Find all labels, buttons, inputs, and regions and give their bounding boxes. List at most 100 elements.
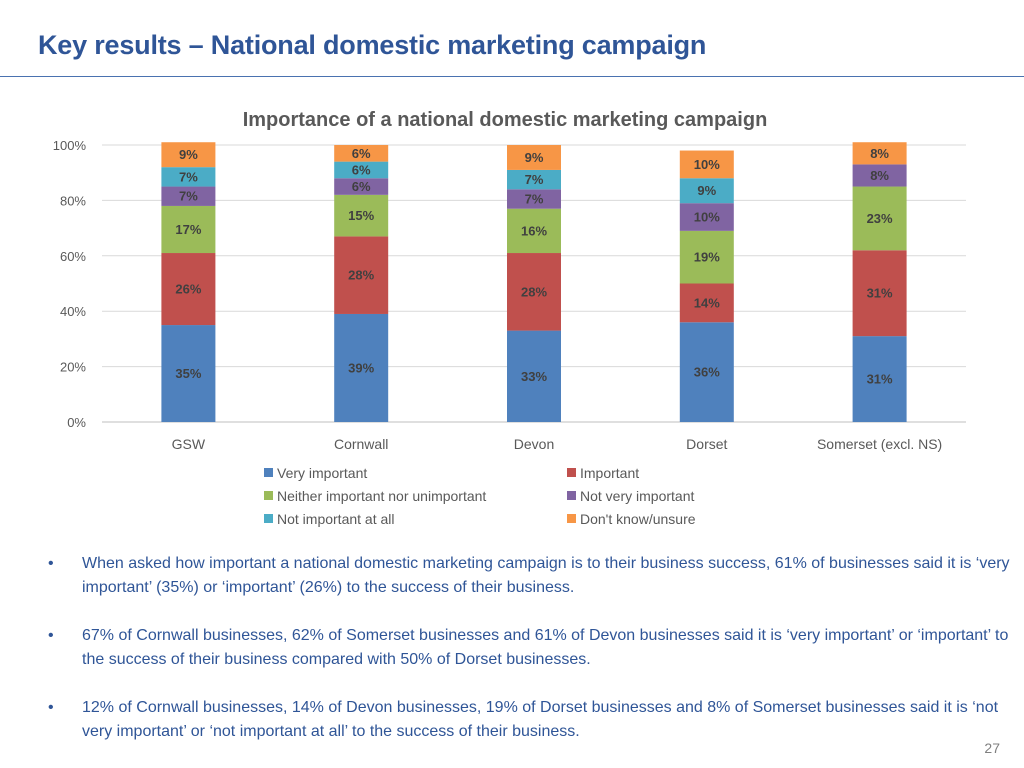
stacked-bar-chart: Importance of a national domestic market…: [53, 109, 966, 527]
bar-segment: [852, 336, 907, 422]
bars: [161, 142, 907, 422]
bar-segment: [507, 169, 561, 190]
legend-label: Important: [580, 465, 639, 481]
y-tick-label: 80%: [60, 193, 86, 208]
bar-segment: [334, 313, 389, 422]
y-tick-label: 60%: [60, 249, 86, 264]
data-label: 31%: [867, 286, 893, 301]
bullet-dot: •: [48, 699, 54, 716]
bar-segment: [507, 330, 561, 422]
legend-swatch: [264, 491, 273, 500]
data-label: 7%: [179, 169, 198, 184]
data-label: 8%: [870, 168, 889, 183]
bar-segment: [679, 203, 734, 231]
x-axis-tick-labels: GSW Cornwall Devon Dorset Somerset (excl. NS…: [172, 436, 943, 452]
y-tick-label: 0%: [67, 415, 86, 430]
bullet-item: • 67% of Cornwall businesses, 62% of Some…: [48, 624, 1018, 672]
data-label: 28%: [348, 268, 374, 283]
bar-segment: [161, 205, 216, 254]
chart-title: Importance of a national domestic market…: [243, 109, 768, 131]
y-axis-tick-labels: 0% 20% 40% 60% 80% 100%: [53, 138, 87, 430]
data-label: 15%: [348, 208, 374, 223]
x-tick-label: Devon: [514, 436, 554, 452]
bar-segment: [507, 208, 561, 254]
data-label: 16%: [521, 223, 547, 238]
data-label: 7%: [525, 192, 544, 207]
x-tick-label: GSW: [172, 436, 206, 452]
bullet-text: 12% of Cornwall businesses, 14% of Devon…: [82, 699, 999, 740]
data-label: 9%: [525, 150, 544, 165]
bar-segment: [679, 230, 734, 284]
bar-segment: [161, 186, 216, 206]
y-tick-label: 100%: [53, 138, 87, 153]
data-label: 8%: [870, 146, 889, 161]
data-label: 19%: [694, 250, 720, 265]
bar-segment: [852, 164, 907, 187]
bar-segment: [334, 161, 389, 179]
data-label: 6%: [352, 162, 371, 177]
bar-segment: [334, 145, 389, 162]
bullet-text: 67% of Cornwall businesses, 62% of Somer…: [82, 627, 1009, 668]
legend-swatch: [567, 491, 576, 500]
data-label: 9%: [179, 147, 198, 162]
data-label: 33%: [521, 369, 547, 384]
bar-segment: [161, 142, 216, 168]
bar-segment: [334, 194, 389, 237]
bullet-text: When asked how important a national dome…: [82, 555, 1010, 596]
x-tick-label: Dorset: [686, 436, 727, 452]
legend-label: Neither important nor unimportant: [277, 488, 486, 504]
bar-segment: [679, 150, 734, 179]
y-tick-label: 20%: [60, 360, 86, 375]
bullet-item: • When asked how important a national dom…: [48, 552, 1018, 600]
title-divider: [0, 76, 1024, 77]
bullet-dot: •: [48, 555, 54, 572]
data-label: 17%: [175, 222, 201, 237]
data-label: 36%: [694, 365, 720, 380]
bar-segment: [334, 236, 389, 314]
data-label: 39%: [348, 360, 374, 375]
bar-segment: [852, 250, 907, 337]
legend-label: Not important at all: [277, 511, 395, 527]
bullet-list: • When asked how important a national dom…: [48, 552, 1018, 768]
data-label: 10%: [694, 157, 720, 172]
legend-label: Not very important: [580, 488, 694, 504]
data-label: 6%: [352, 146, 371, 161]
legend-swatch: [567, 514, 576, 523]
legend-swatch: [264, 514, 273, 523]
data-label: 23%: [867, 211, 893, 226]
bar-segment: [852, 186, 907, 251]
bar-segment: [161, 253, 216, 326]
y-tick-label: 40%: [60, 304, 86, 319]
data-label: 7%: [525, 172, 544, 187]
legend-swatch: [264, 468, 273, 477]
data-labels: 35%26%17%7%7%9%39%28%15%6%6%6%33%28%16%7…: [175, 146, 893, 387]
legend: Very important Important Neither important…: [264, 465, 696, 527]
page-number: 27: [984, 740, 1000, 756]
bar-segment: [679, 178, 734, 204]
legend-swatch: [567, 468, 576, 477]
bar-segment: [507, 253, 561, 331]
data-label: 31%: [867, 372, 893, 387]
data-label: 7%: [179, 189, 198, 204]
bar-segment: [161, 167, 216, 187]
bar-segment: [507, 189, 561, 209]
data-label: 14%: [694, 295, 720, 310]
data-label: 28%: [521, 284, 547, 299]
bullet-item: • 12% of Cornwall businesses, 14% of Devo…: [48, 696, 1018, 744]
legend-label: Very important: [277, 465, 367, 481]
data-label: 9%: [697, 183, 716, 198]
data-label: 35%: [175, 366, 201, 381]
x-tick-label: Somerset (excl. NS): [817, 436, 942, 452]
x-tick-label: Cornwall: [334, 436, 388, 452]
data-label: 26%: [175, 282, 201, 297]
bar-segment: [334, 178, 389, 195]
bar-segment: [852, 142, 907, 165]
data-label: 10%: [694, 210, 720, 225]
bar-segment: [161, 325, 216, 422]
bullet-dot: •: [48, 627, 54, 644]
bar-segment: [507, 145, 561, 170]
slide-title: Key results – National domestic marketin…: [38, 30, 707, 60]
data-label: 6%: [352, 179, 371, 194]
bar-segment: [679, 322, 734, 422]
legend-label: Don't know/unsure: [580, 511, 696, 527]
